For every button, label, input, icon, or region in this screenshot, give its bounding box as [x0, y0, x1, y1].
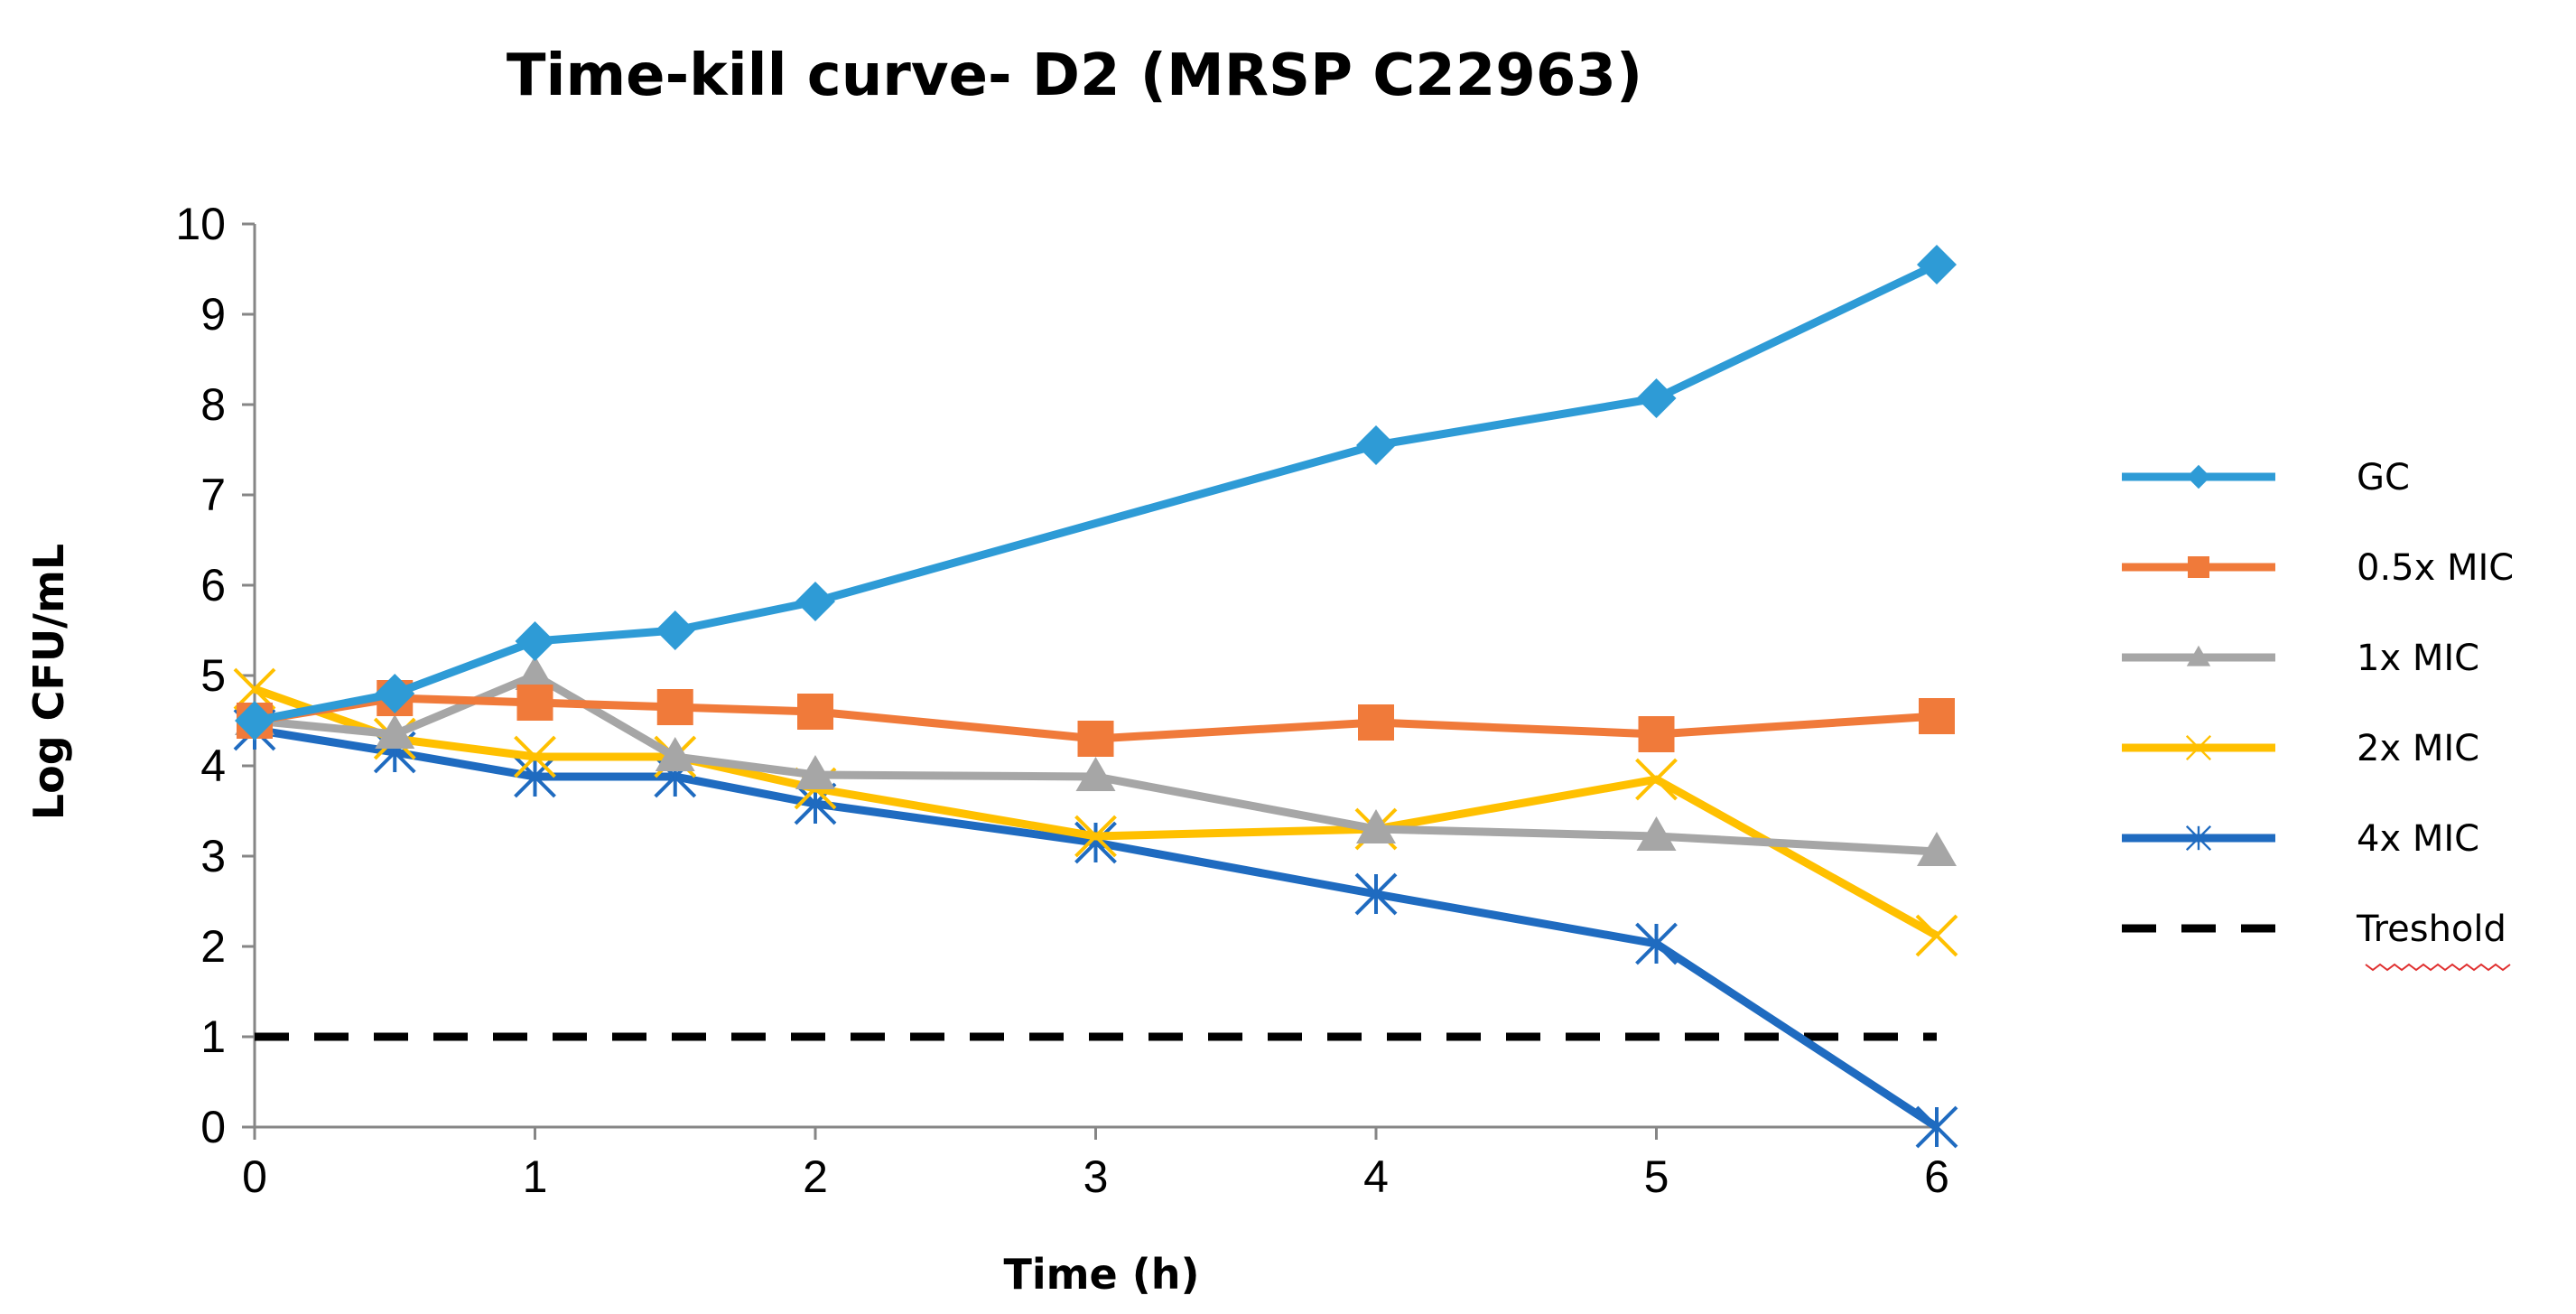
data-point-2x-mic	[1915, 914, 1958, 957]
legend-label: 0.5x MIC	[2357, 547, 2514, 589]
data-point-1x-mic	[1075, 757, 1116, 791]
data-point-gc	[375, 674, 415, 713]
series-2x-mic	[233, 667, 1958, 957]
data-point-0-5x-mic	[797, 694, 833, 730]
legend: GC 0.5x MIC 1x MIC 2x MIC 4x MIC Treshold	[2122, 457, 2514, 972]
y-tick-label: 3	[200, 831, 226, 881]
data-point-gc	[1917, 245, 1957, 284]
legend-label: 1x MIC	[2357, 638, 2479, 679]
data-point-gc	[655, 610, 695, 650]
data-point-2x-mic	[514, 735, 556, 778]
data-point-gc	[795, 582, 835, 621]
data-point-gc	[1356, 425, 1396, 465]
series-4x-mic	[233, 708, 1958, 1149]
data-point-4x-mic	[1074, 821, 1117, 864]
legend-item-4x-mic: 4x MIC	[2122, 818, 2479, 860]
data-point-4x-mic	[1915, 1105, 1958, 1149]
series-layer	[233, 245, 1958, 1149]
data-point-1x-mic	[515, 656, 555, 690]
x-tick-label: 6	[1924, 1151, 1949, 1202]
x-tick-label: 4	[1363, 1151, 1389, 1202]
data-point-1x-mic	[1636, 816, 1677, 851]
y-tick-label: 10	[175, 199, 226, 249]
data-point-gc	[235, 701, 274, 741]
legend-label: 4x MIC	[2357, 818, 2479, 860]
data-point-1x-mic	[1356, 809, 1396, 843]
axes: 0 1 2 3 4 5 6 7 8 9 10 0 1 2 3 4 5 6	[175, 199, 1949, 1202]
x-tick-label: 0	[242, 1151, 267, 1202]
data-point-gc	[515, 621, 555, 661]
data-point-gc	[1636, 378, 1677, 418]
data-point-4x-mic	[1635, 922, 1678, 965]
x-tick-label: 5	[1644, 1151, 1669, 1202]
spellcheck-underline	[2365, 963, 2511, 972]
data-point-2x-mic	[1635, 758, 1678, 801]
legend-label: 2x MIC	[2357, 728, 2479, 769]
legend-item-2x-mic: 2x MIC	[2122, 728, 2479, 769]
legend-item-gc: GC	[2122, 457, 2410, 499]
data-point-0-5x-mic	[1358, 704, 1394, 741]
legend-marker	[2185, 734, 2212, 761]
legend-item-treshold: Treshold	[2122, 909, 2511, 972]
x-tick-label: 1	[523, 1151, 548, 1202]
data-point-0-5x-mic	[1077, 721, 1114, 757]
y-tick-label: 7	[200, 470, 226, 520]
data-point-2x-mic	[1074, 815, 1117, 858]
x-tick-label: 2	[803, 1151, 828, 1202]
y-tick-label: 5	[200, 650, 226, 701]
legend-label: Treshold	[2356, 909, 2506, 950]
y-tick-label: 8	[200, 379, 226, 430]
data-point-1x-mic	[1917, 832, 1957, 866]
data-point-1x-mic	[795, 755, 835, 789]
legend-marker	[2186, 645, 2211, 666]
legend-marker	[2185, 825, 2212, 852]
y-tick-label: 4	[200, 741, 226, 791]
y-tick-label: 2	[200, 921, 226, 972]
data-point-0-5x-mic	[1638, 716, 1675, 752]
legend-marker	[2186, 464, 2211, 489]
series-gc	[235, 245, 1957, 741]
legend-marker	[2188, 556, 2209, 578]
legend-item-1x-mic: 1x MIC	[2122, 638, 2479, 679]
data-point-0-5x-mic	[656, 689, 693, 725]
y-axis-label: Log CFU/mL	[24, 544, 73, 820]
data-point-1x-mic	[375, 714, 415, 749]
data-point-4x-mic	[514, 755, 556, 798]
data-point-4x-mic	[1354, 872, 1398, 916]
data-point-1x-mic	[655, 737, 695, 771]
legend-label: GC	[2357, 457, 2410, 499]
legend-item-0-5x-mic: 0.5x MIC	[2122, 547, 2514, 589]
y-tick-label: 9	[200, 289, 226, 340]
data-point-2x-mic	[233, 667, 276, 711]
x-tick-label: 3	[1083, 1151, 1109, 1202]
y-tick-label: 0	[200, 1102, 226, 1152]
y-tick-label: 6	[200, 560, 226, 610]
data-point-0-5x-mic	[1919, 698, 1955, 734]
series-line-gc	[254, 260, 1939, 725]
data-point-0-5x-mic	[516, 685, 553, 721]
x-axis-label: Time (h)	[1003, 1250, 1199, 1299]
chart-title: Time-kill curve- D2 (MRSP C22963)	[507, 42, 1642, 109]
y-tick-label: 1	[200, 1011, 226, 1062]
